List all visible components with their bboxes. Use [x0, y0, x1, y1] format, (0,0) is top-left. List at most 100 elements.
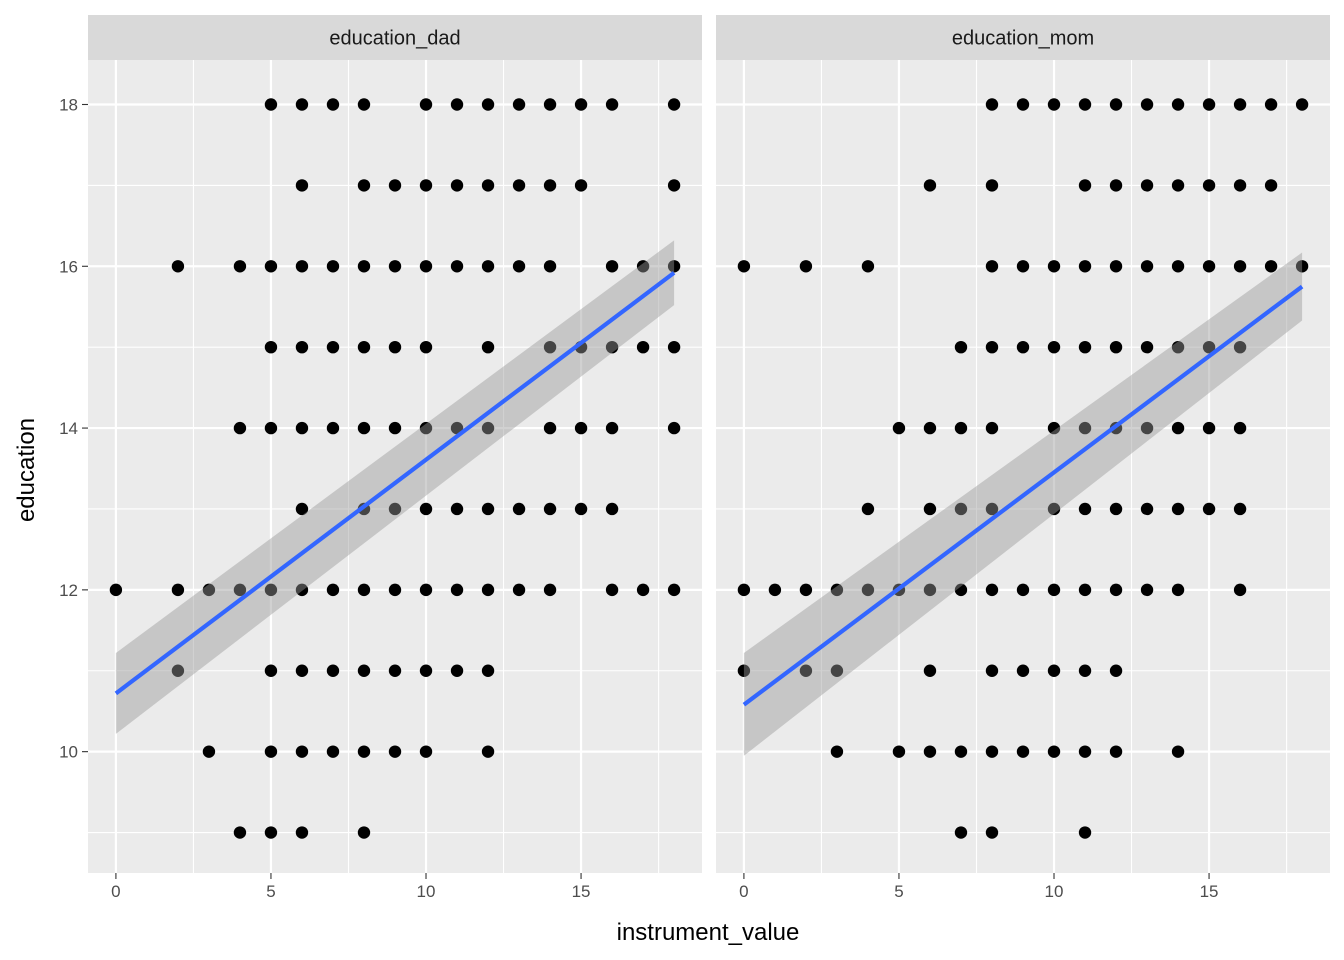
x-tick-label: 5: [266, 882, 275, 901]
data-point: [1109, 179, 1123, 192]
data-point: [295, 179, 309, 192]
data-point: [667, 421, 681, 435]
data-point: [357, 340, 371, 354]
data-point: [419, 340, 433, 354]
data-point: [985, 421, 999, 435]
data-point: [357, 826, 371, 839]
data-point: [419, 502, 433, 516]
data-point: [419, 98, 433, 111]
panel-background: [88, 60, 702, 873]
data-point: [357, 421, 371, 435]
data-point: [768, 583, 782, 597]
data-point: [923, 745, 937, 758]
data-point: [1264, 98, 1278, 111]
data-point: [605, 98, 619, 111]
data-point: [1233, 583, 1247, 597]
data-point: [667, 260, 681, 273]
strip-background: [88, 15, 702, 60]
panel-background: [716, 60, 1330, 873]
data-point: [737, 260, 751, 273]
data-point: [1016, 583, 1030, 597]
data-point: [233, 421, 247, 435]
data-point: [830, 664, 844, 677]
data-point: [171, 260, 185, 273]
data-point: [1109, 745, 1123, 758]
x-tick-label: 15: [1200, 882, 1219, 901]
data-point: [1140, 260, 1154, 273]
data-point: [264, 340, 278, 354]
y-tick-label: 18: [59, 95, 78, 114]
data-point: [481, 745, 495, 758]
data-point: [543, 340, 557, 354]
data-point: [574, 98, 588, 111]
data-point: [450, 98, 464, 111]
data-point: [1047, 340, 1061, 354]
data-point: [512, 98, 526, 111]
data-point: [264, 826, 278, 839]
data-point: [388, 583, 402, 597]
data-point: [481, 179, 495, 192]
data-point: [450, 179, 464, 192]
data-point: [954, 583, 968, 597]
data-point: [295, 340, 309, 354]
data-point: [1078, 745, 1092, 758]
data-point: [1171, 421, 1185, 435]
data-point: [605, 340, 619, 354]
data-point: [388, 502, 402, 516]
data-point: [357, 583, 371, 597]
x-tick-label: 10: [1045, 882, 1064, 901]
data-point: [202, 583, 216, 597]
data-point: [1047, 260, 1061, 273]
data-point: [1078, 502, 1092, 516]
data-point: [1047, 745, 1061, 758]
data-point: [1016, 664, 1030, 677]
data-point: [1233, 179, 1247, 192]
data-point: [326, 98, 340, 111]
data-point: [954, 340, 968, 354]
data-point: [512, 179, 526, 192]
facet-panels: education_dad education_mom: [88, 15, 1330, 873]
data-point: [233, 826, 247, 839]
data-point: [923, 179, 937, 192]
data-point: [1295, 260, 1309, 273]
data-point: [985, 745, 999, 758]
data-point: [605, 502, 619, 516]
data-point: [264, 583, 278, 597]
data-point: [481, 421, 495, 435]
data-point: [543, 421, 557, 435]
data-point: [1233, 260, 1247, 273]
data-point: [1233, 98, 1247, 111]
data-point: [799, 583, 813, 597]
data-point: [1140, 340, 1154, 354]
data-point: [985, 260, 999, 273]
data-point: [667, 583, 681, 597]
data-point: [388, 340, 402, 354]
data-point: [512, 583, 526, 597]
data-point: [1016, 98, 1030, 111]
data-point: [419, 745, 433, 758]
data-point: [1109, 340, 1123, 354]
y-tick-label: 10: [59, 743, 78, 762]
data-point: [1202, 98, 1216, 111]
data-point: [512, 260, 526, 273]
data-point: [419, 664, 433, 677]
data-point: [830, 745, 844, 758]
data-point: [954, 502, 968, 516]
data-point: [923, 664, 937, 677]
data-point: [1171, 583, 1185, 597]
confidence-band: [115, 240, 675, 734]
data-point: [636, 340, 650, 354]
data-point: [481, 664, 495, 677]
data-point: [326, 340, 340, 354]
strip-label: education_dad: [329, 28, 460, 50]
data-point: [543, 98, 557, 111]
data-point: [543, 583, 557, 597]
data-point: [326, 745, 340, 758]
data-point: [1264, 260, 1278, 273]
data-point: [605, 260, 619, 273]
fit-line: [742, 284, 1304, 707]
data-point: [1171, 179, 1185, 192]
data-point: [264, 664, 278, 677]
data-point: [326, 664, 340, 677]
